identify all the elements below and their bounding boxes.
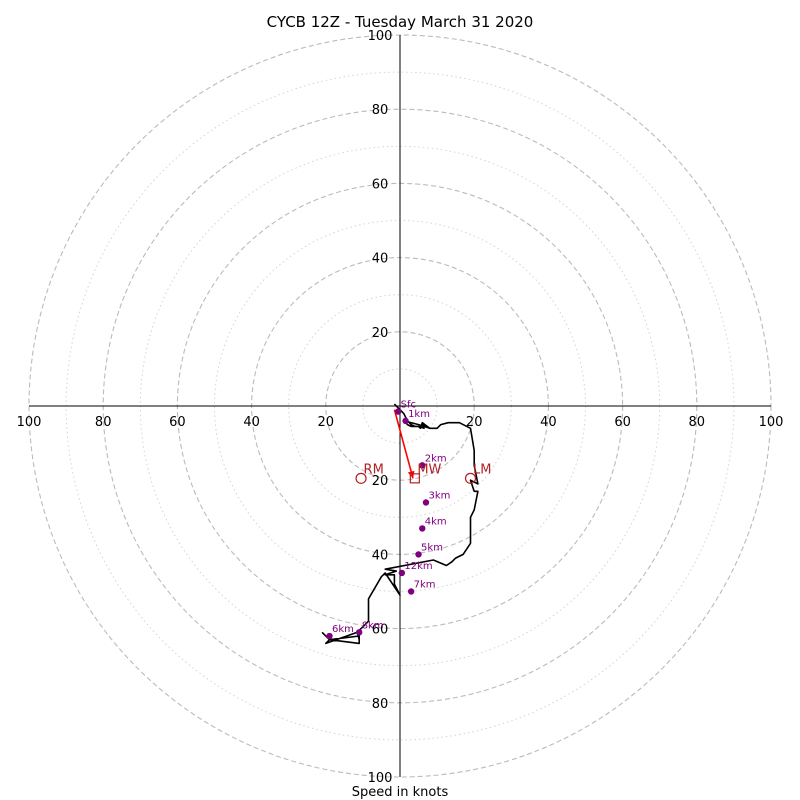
height-label-2km: 2km (425, 453, 447, 464)
storm-marker-lm (464, 472, 477, 484)
mean-wind-arrowhead (407, 470, 415, 479)
y-tick-label-pos-40: 40 (372, 252, 389, 267)
height-marker-7km (407, 588, 415, 595)
x-tick-label-neg-60: 60 (169, 415, 186, 430)
y-tick-label-pos-100: 100 (368, 29, 393, 44)
mean-wind-arrow (393, 409, 414, 479)
axes (29, 35, 771, 777)
height-label-5km: 5km (421, 542, 443, 553)
x-tick-label-pos-80: 80 (689, 415, 706, 430)
y-tick-label-pos-80: 80 (372, 103, 389, 118)
storm-marker-mw (409, 473, 420, 484)
x-axis-label: Speed in knots (352, 785, 449, 800)
height-marker-3km (422, 499, 430, 506)
x-tick-label-neg-80: 80 (95, 415, 112, 430)
x-tick-label-neg-40: 40 (243, 415, 260, 430)
y-tick-label-neg-60: 60 (372, 623, 389, 638)
y-tick-label-pos-60: 60 (372, 177, 389, 192)
y-tick-label-neg-100: 100 (368, 771, 393, 786)
storm-marker-rm (355, 472, 367, 484)
height-marker-4km (419, 525, 426, 532)
height-label-12km: 12km (404, 561, 432, 572)
x-tick-label-neg-100: 100 (17, 415, 42, 430)
x-tick-label-pos-20: 20 (466, 415, 483, 430)
y-tick-label-neg-80: 80 (372, 697, 389, 712)
height-marker-sfc (394, 408, 402, 415)
height-label-1km: 1km (408, 409, 430, 420)
height-label-8km: 8km (362, 620, 384, 631)
x-tick-label-pos-40: 40 (540, 415, 557, 430)
height-label-sfc: Sfc (401, 400, 416, 411)
x-tick-label-neg-20: 20 (318, 415, 335, 430)
storm-label-mw: MW (417, 462, 441, 477)
height-label-6km: 6km (332, 624, 354, 635)
height-label-3km: 3km (428, 490, 450, 501)
mean-wind-arrow-group (393, 409, 415, 479)
tick-labels: 20 20 20 20 40 40 40 40 60 60 60 60 80 80 80 80 100 100 10… (17, 29, 784, 786)
y-tick-label-neg-20: 20 (372, 474, 389, 489)
chart-title: CYCB 12Z - Tuesday March 31 2020 (267, 13, 534, 31)
height-marker-5km (415, 551, 422, 558)
height-marker-12km (398, 569, 406, 577)
height-marker-8km (355, 629, 363, 636)
x-tick-label-pos-60: 60 (614, 415, 631, 430)
height-marker-1km (402, 417, 409, 425)
storm-label-rm: RM (364, 462, 384, 477)
height-label-7km: 7km (414, 580, 436, 591)
x-tick-label-pos-100: 100 (759, 415, 784, 430)
height-marker-6km (326, 632, 333, 640)
height-marker-2km (419, 462, 426, 469)
storm-motion-markers: RM MW LM (355, 462, 491, 484)
storm-label-lm: LM (473, 462, 491, 477)
height-label-4km: 4km (425, 516, 447, 527)
y-tick-label-pos-20: 20 (372, 326, 389, 341)
y-tick-label-neg-40: 40 (372, 548, 389, 563)
